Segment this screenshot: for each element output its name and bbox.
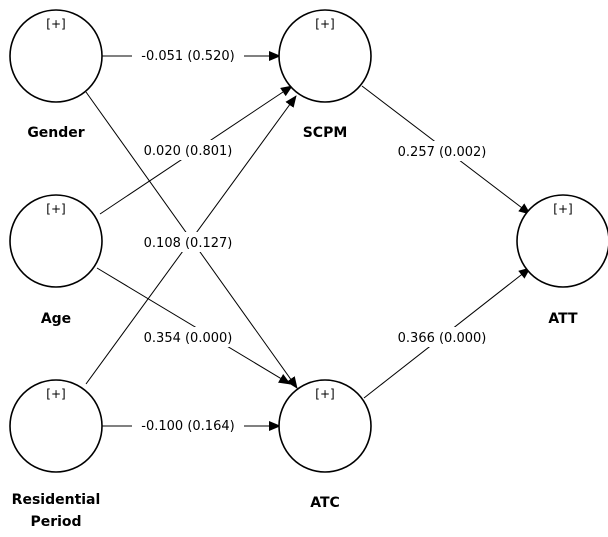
path-label-scpm-att: 0.257 (0.002) [398, 145, 487, 160]
path-label-age-atc: 0.354 (0.000) [144, 331, 233, 346]
node-label-residential-line1: Residential [12, 492, 101, 508]
edge-age-atc [96, 267, 291, 385]
node-scpm: [+] SCPM [278, 9, 372, 141]
path-label-gender-scpm: -0.051 (0.520) [141, 49, 234, 64]
path-label-atc-att: 0.366 (0.000) [398, 331, 487, 346]
path-label-age-scpm: 0.020 (0.801) [144, 144, 233, 159]
node-marker-atc: [+] [315, 387, 334, 401]
node-label-gender: Gender [27, 125, 84, 141]
path-label-residential-atc: -0.100 (0.164) [141, 419, 234, 434]
node-marker-gender: [+] [46, 17, 65, 31]
node-label-residential-line2: Period [30, 514, 81, 530]
node-label-att: ATT [548, 311, 578, 327]
node-label-age: Age [41, 311, 71, 327]
node-residential-period: [+] Residential Period [9, 379, 103, 530]
node-age: [+] Age [9, 194, 103, 327]
node-label-atc: ATC [310, 495, 340, 511]
node-label-scpm: SCPM [303, 125, 348, 141]
path-label-gender-atc: 0.108 (0.127) [144, 236, 233, 251]
node-marker-age: [+] [46, 202, 65, 216]
node-marker-att: [+] [553, 202, 572, 216]
node-gender: [+] Gender [9, 9, 103, 141]
node-marker-scpm: [+] [315, 17, 334, 31]
node-att: [+] ATT [516, 194, 608, 327]
node-marker-residential: [+] [46, 387, 65, 401]
node-atc: [+] ATC [278, 379, 372, 511]
